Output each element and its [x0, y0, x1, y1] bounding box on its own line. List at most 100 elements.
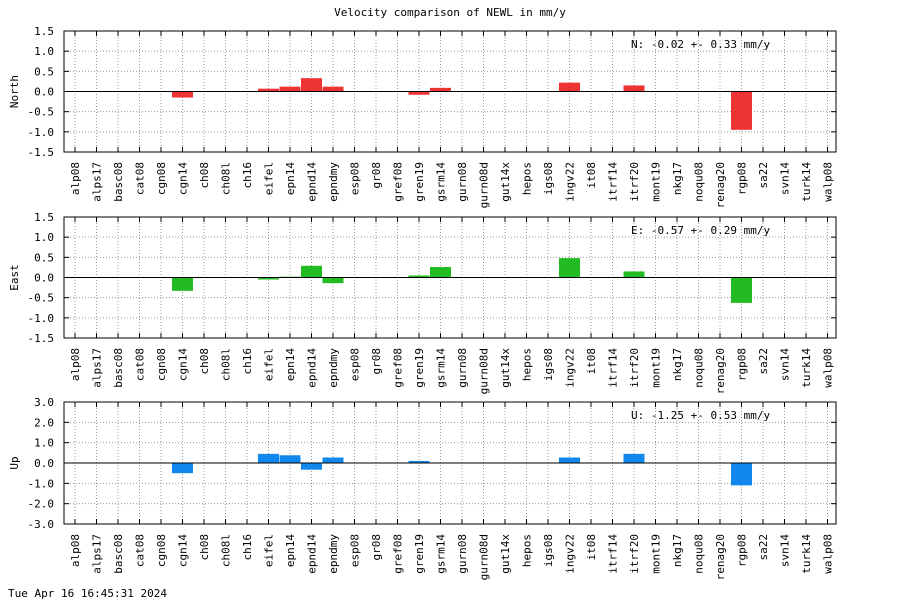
x-tick-label: noqu08	[693, 534, 706, 574]
x-tick-label: itrf14	[607, 534, 620, 574]
x-tick-label: cgn14	[177, 348, 190, 381]
x-tick-label: sa22	[757, 162, 770, 189]
x-tick-label: ch08l	[220, 348, 233, 381]
x-tick-label: epnd14	[306, 162, 319, 202]
x-tick-label: gurn08	[456, 162, 469, 202]
x-tick-label: basc08	[112, 348, 125, 388]
y-tick-label: -1.5	[28, 332, 55, 345]
stats-annotation: N: -0.02 +- 0.33 mm/y	[631, 38, 770, 51]
y-tick-label: 1.0	[34, 437, 54, 450]
x-tick-label: gsrm14	[435, 534, 448, 574]
x-tick-label: ingv22	[564, 162, 577, 202]
stats-annotation: U: -1.25 +- 0.53 mm/y	[631, 409, 770, 422]
x-tick-label: alps17	[91, 348, 104, 388]
x-tick-label: gurn08d	[478, 162, 491, 208]
bar-gren19	[408, 460, 430, 463]
x-tick-label: ch08l	[220, 162, 233, 195]
bar-cgn14	[172, 91, 193, 98]
x-tick-label: gsrm14	[435, 348, 448, 388]
x-tick-label: renag20	[714, 348, 727, 394]
bar-ingv22	[559, 457, 580, 463]
x-tick-label: esp08	[349, 348, 362, 381]
x-tick-label: gsrm14	[435, 162, 448, 202]
x-tick-label: itrf20	[628, 162, 641, 202]
x-tick-label: gref08	[392, 534, 405, 574]
x-tick-label: cgn08	[155, 348, 168, 381]
x-tick-label: gut14x	[499, 348, 512, 388]
y-axis-label: East	[8, 264, 21, 291]
y-tick-label: 1.5	[34, 211, 54, 224]
bar-ingv22	[559, 82, 580, 92]
y-tick-label: -3.0	[28, 518, 55, 531]
y-tick-label: -0.5	[28, 292, 55, 305]
x-tick-label: alp08	[69, 534, 82, 567]
x-tick-label: svn14	[779, 534, 792, 567]
x-tick-label: itrf20	[628, 534, 641, 574]
x-tick-label: cat08	[134, 348, 147, 381]
x-tick-label: mont19	[650, 348, 663, 388]
x-tick-label: epndmy	[327, 534, 340, 574]
bar-itrf20	[623, 453, 645, 463]
x-tick-label: ch08	[198, 534, 211, 561]
x-tick-label: cgn08	[155, 534, 168, 567]
x-tick-label: renag20	[714, 534, 727, 580]
x-tick-label: epn14	[284, 162, 297, 195]
x-tick-label: itrf14	[607, 162, 620, 202]
bar-epn14	[279, 86, 301, 92]
panel-north: 1.5 1.0 0.5 0.0 -0.5 -1.0 -1.5 alp08 alps17 basc0…	[8, 25, 837, 208]
bar-gsrm14	[430, 267, 451, 278]
y-tick-label: -2.0	[28, 498, 55, 511]
x-tick-label: epndmy	[327, 348, 340, 388]
x-tick-label: igs08	[542, 534, 555, 567]
x-tick-label: ingv22	[564, 534, 577, 574]
bar-eifel	[258, 277, 279, 280]
x-tick-label: gr08	[370, 162, 383, 189]
x-tick-label: svn14	[779, 348, 792, 381]
plot-frame	[63, 216, 837, 339]
y-tick-label: 2.0	[34, 416, 54, 429]
bar-itrf20	[623, 85, 645, 92]
plot-frame	[63, 401, 837, 525]
x-tick-label: epnd14	[306, 348, 319, 388]
x-tick-label: alps17	[91, 162, 104, 202]
x-tick-label: gref08	[392, 162, 405, 202]
y-tick-label: -1.0	[28, 126, 55, 139]
x-tick-label: ch08	[198, 348, 211, 375]
x-tick-label: svn14	[779, 162, 792, 195]
x-tick-label: basc08	[112, 534, 125, 574]
y-tick-label: 1.0	[34, 45, 54, 58]
x-tick-label: sa22	[757, 348, 770, 375]
y-axis-label: Up	[8, 456, 21, 469]
x-tick-label: walp08	[822, 348, 835, 388]
bar-cgn14	[172, 463, 193, 474]
bar-epnd14	[301, 463, 322, 470]
x-tick-label: it08	[585, 162, 598, 189]
bar-gsrm14	[430, 87, 451, 92]
x-tick-label: ingv22	[564, 348, 577, 388]
y-tick-label: 0.0	[34, 86, 54, 99]
timestamp: Tue Apr 16 16:45:31 2024	[8, 587, 167, 600]
x-tick-label: epn14	[284, 348, 297, 381]
stats-annotation: E: -0.57 +- 0.29 mm/y	[631, 224, 770, 237]
y-tick-label: 1.5	[34, 25, 54, 38]
x-tick-label: hepos	[521, 162, 534, 195]
x-tick-label: walp08	[822, 162, 835, 202]
x-tick-label: epn14	[284, 534, 297, 567]
x-tick-label: mont19	[650, 162, 663, 202]
x-tick-label: sa22	[757, 534, 770, 561]
bar-cgn14	[172, 277, 193, 291]
x-tick-label: alp08	[69, 162, 82, 195]
x-tick-label: rgp08	[736, 348, 749, 381]
x-tick-label: mont19	[650, 534, 663, 574]
x-tick-label: itrf14	[607, 348, 620, 388]
x-tick-label: gr08	[370, 534, 383, 561]
x-tick-label: cgn14	[177, 534, 190, 567]
x-tick-label: hepos	[521, 534, 534, 567]
x-tick-label: rgp08	[736, 534, 749, 567]
y-tick-label: -1.0	[28, 477, 55, 490]
x-tick-label: cgn14	[177, 162, 190, 195]
x-tick-label: turk14	[800, 534, 813, 574]
x-tick-label: eifel	[263, 162, 276, 195]
y-tick-label: -1.0	[28, 312, 55, 325]
